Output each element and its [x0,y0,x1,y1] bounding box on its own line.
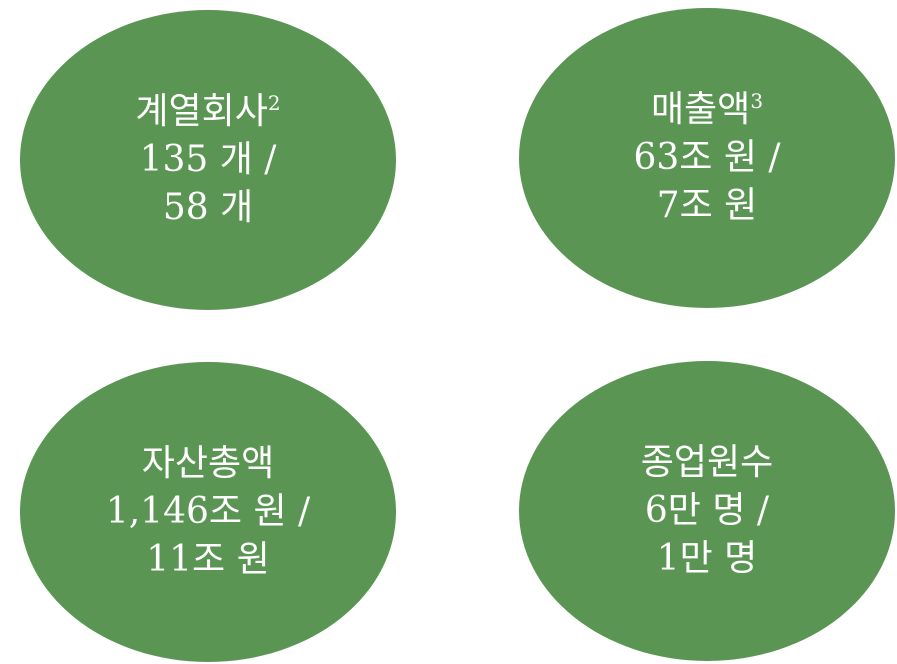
revenue-title-line: 매출액3 [651,86,763,134]
employees-value-1: 6만 명 / [644,490,770,531]
affiliates-value-2: 58 개 [162,187,254,228]
total-assets-value-1: 1,146조 원 / [105,491,311,532]
affiliates-value-1: 135 개 / [139,139,277,180]
revenue-value-2: 7조 원 [656,185,758,226]
revenue-footnote-marker: 3 [750,89,764,113]
affiliates-title: 계열회사 [135,91,268,132]
employees-title: 종업원수 [640,442,774,483]
revenue-title: 매출액 [650,89,751,130]
employees-circle: 종업원수 6만 명 / 1만 명 [519,361,895,661]
total-assets-value-2: 11조 원 [146,539,270,580]
total-assets-circle: 자산총액 1,146조 원 / 11조 원 [20,362,396,662]
revenue-circle: 매출액3 63조 원 / 7조 원 [519,8,895,308]
total-assets-title: 자산총액 [141,443,275,484]
affiliates-circle: 계열회사2 135 개 / 58 개 [20,10,396,310]
affiliates-footnote-marker: 2 [267,91,281,115]
affiliates-title-line: 계열회사2 [135,88,280,136]
employees-value-2: 1만 명 [656,538,758,579]
revenue-value-1: 63조 원 / [633,137,781,178]
